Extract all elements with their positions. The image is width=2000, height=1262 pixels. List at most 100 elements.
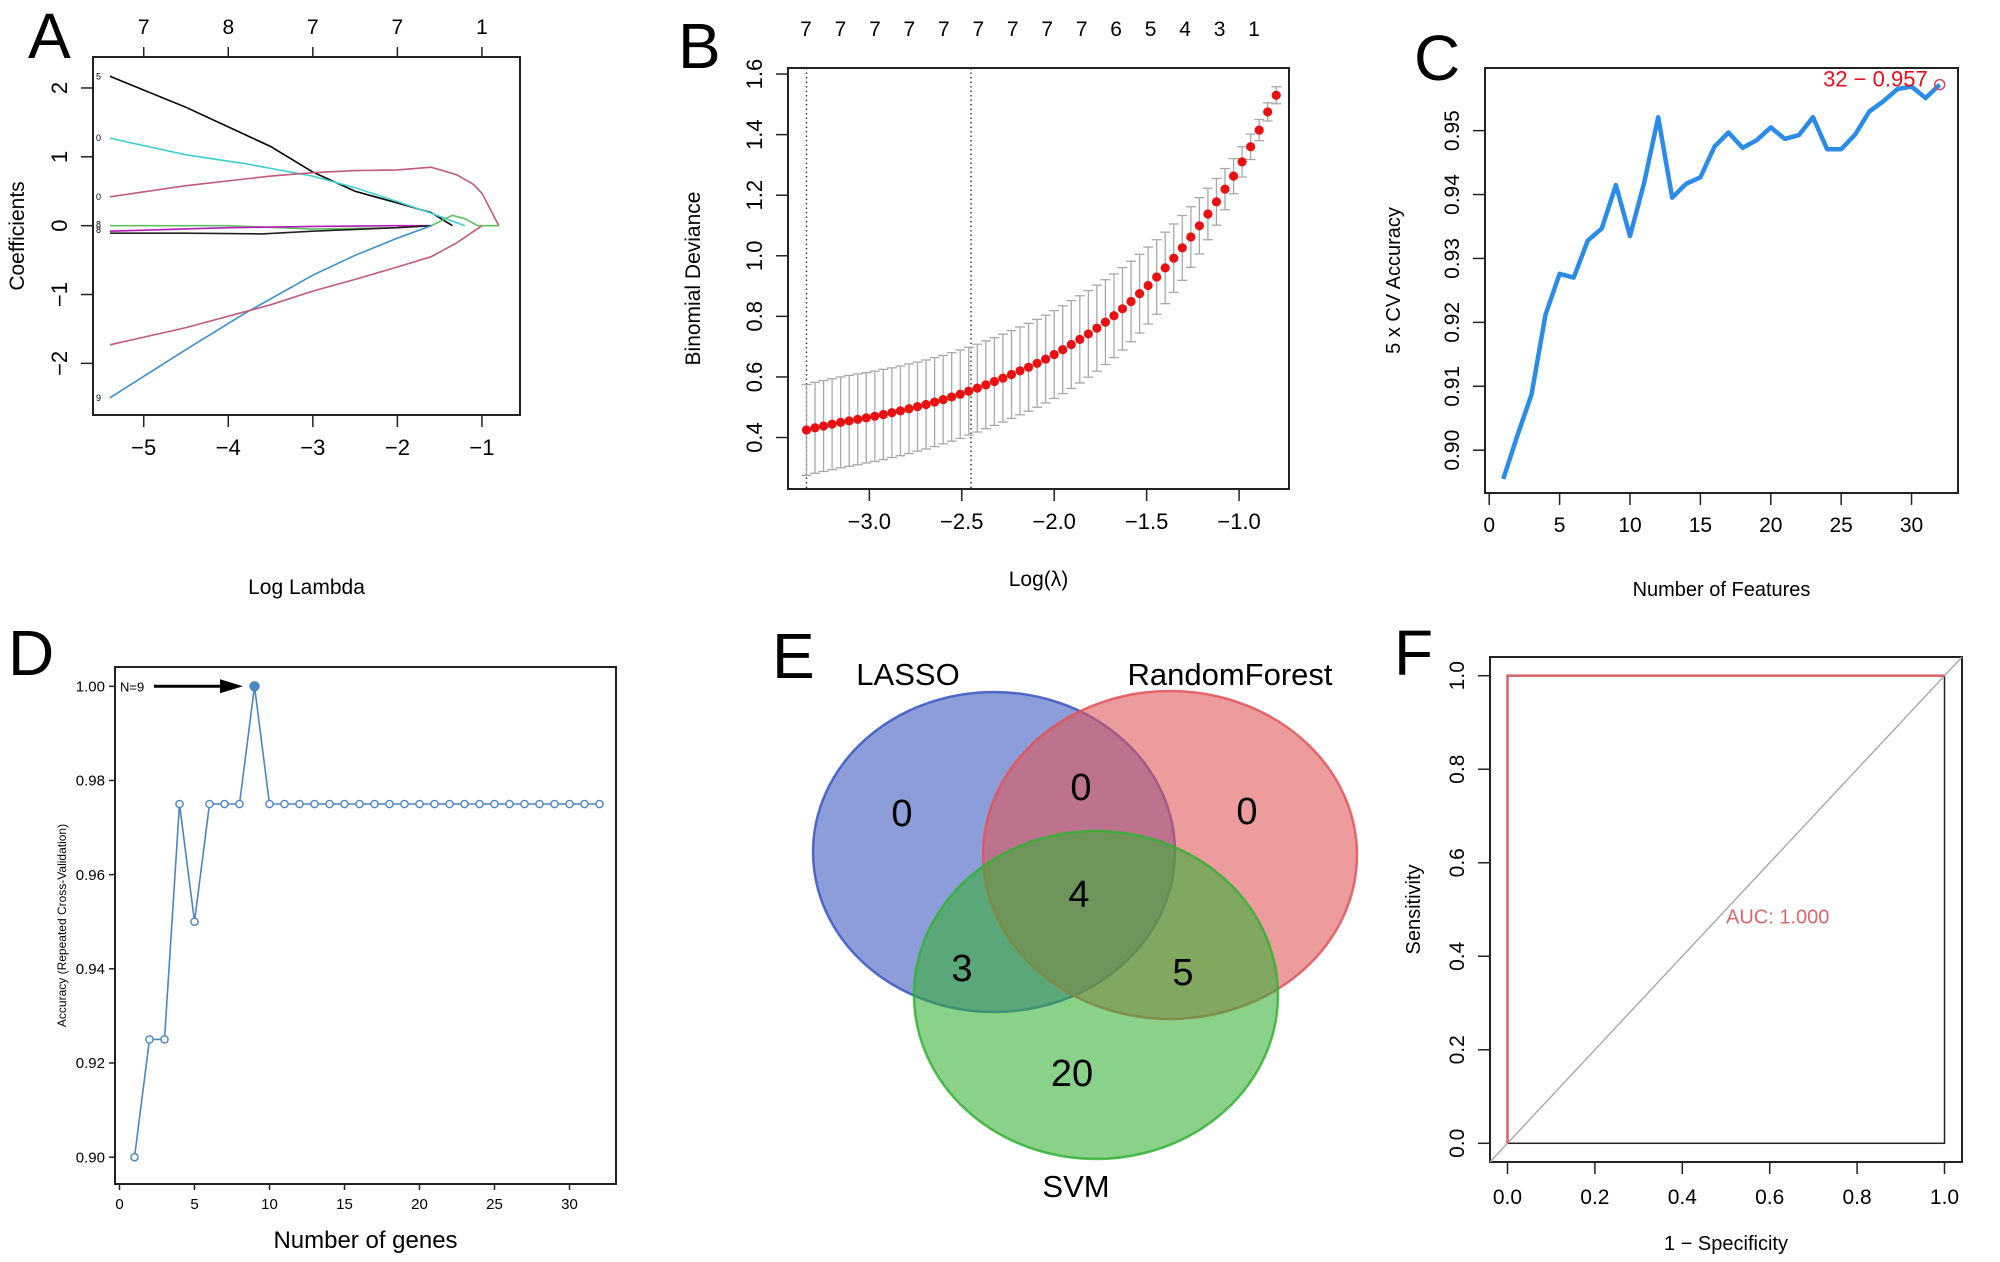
accuracy-point <box>415 799 424 809</box>
coefficient-path-coef-cyan <box>109 137 466 227</box>
panel-d-rfe-accuracy: 0 5 10 15 20 25 30 0.90 0.92 0.94 0.96 0.98 1.00 Numb… <box>55 666 617 1254</box>
deviance-point <box>1083 329 1093 339</box>
deviance-point <box>912 402 923 412</box>
deviance-point <box>1015 366 1025 376</box>
y-tick-label: 0.0 <box>1446 1129 1469 1158</box>
venn-region-count: 0 <box>891 793 912 835</box>
x-tick-label: 0.8 <box>1843 1186 1872 1209</box>
deviance-point <box>947 392 957 402</box>
x-tick-label: 1.0 <box>1930 1186 1959 1209</box>
accuracy-point <box>550 799 559 809</box>
deviance-point <box>1228 171 1239 181</box>
top-tick-label: 1 <box>476 16 488 39</box>
deviance-point <box>1023 362 1034 372</box>
x-tick-label: 15 <box>336 1196 353 1213</box>
y-tick-label: 0.6 <box>742 362 767 393</box>
top-tick-label: 7 <box>138 16 150 39</box>
deviance-point <box>895 406 906 416</box>
x-axis-title: Log Lambda <box>248 576 365 599</box>
venn-set-label: LASSO <box>856 657 959 692</box>
panel-a-lasso-coefficients: −5 −4 −3 −2 −1 −2 −1 0 1 2 Log Lambda Coefficients 7… <box>6 16 521 599</box>
x-axis-title: Number of genes <box>273 1227 457 1254</box>
x-tick-label: 0.2 <box>1580 1186 1609 1209</box>
variable-index-label: 8 <box>96 225 101 235</box>
top-count-label: 7 <box>869 18 881 41</box>
y-axis-title: Sensitivity <box>1403 864 1425 954</box>
x-tick-label: −3 <box>300 435 325 460</box>
x-tick-label: 10 <box>1618 514 1641 537</box>
deviance-point <box>998 373 1008 383</box>
top-count-label: 7 <box>800 18 812 41</box>
x-tick-label: −1.5 <box>1125 509 1168 534</box>
x-tick-label: 20 <box>1759 514 1782 537</box>
deviance-point <box>1049 349 1059 360</box>
deviance-point <box>1160 263 1170 273</box>
annotation-arrow-head <box>220 679 243 694</box>
panel-label-e: E <box>772 620 815 692</box>
x-tick-label: 5 <box>190 1196 198 1213</box>
deviance-point <box>930 397 940 407</box>
deviance-point <box>904 404 914 414</box>
deviance-point <box>1032 358 1042 368</box>
deviance-point <box>1220 184 1230 194</box>
accuracy-point <box>175 799 184 809</box>
variable-index-label: 0 <box>96 192 101 202</box>
accuracy-point <box>190 917 199 927</box>
deviance-point <box>1246 142 1256 152</box>
panel-f-roc: 0.0 0.2 0.4 0.6 0.8 1.0 0.0 0.2 0.4 0.6 0.8 1.0 1 − … <box>1403 656 1963 1255</box>
plot-frame <box>92 56 521 416</box>
venn-region-count: 20 <box>1051 1053 1093 1095</box>
accuracy-point <box>445 799 454 809</box>
accuracy-point <box>595 799 604 809</box>
deviance-point <box>1075 334 1085 344</box>
top-count-label: 7 <box>938 18 950 41</box>
top-count-label: 5 <box>1145 18 1157 41</box>
x-tick-label: −2.5 <box>940 509 983 534</box>
top-count-label: 3 <box>1214 18 1226 41</box>
deviance-point <box>1126 296 1136 307</box>
y-tick-label: 0.4 <box>1446 941 1469 971</box>
top-count-label: 7 <box>904 18 916 41</box>
panel-e-venn: LASSO RandomForest SVM 0 0 0 4 3 5 20 <box>811 657 1359 1204</box>
deviance-point <box>921 399 931 410</box>
deviance-point <box>1134 289 1145 299</box>
accuracy-point <box>220 799 229 809</box>
plot-frame <box>1484 67 1959 494</box>
venn-set-svm <box>912 829 1280 1161</box>
y-tick-label: 0.94 <box>76 961 105 978</box>
venn-set-label: SVM <box>1042 1169 1109 1204</box>
deviance-point <box>1092 323 1102 333</box>
deviance-point <box>827 419 837 429</box>
panel-label-c: C <box>1414 22 1460 94</box>
plot-frame <box>114 666 617 1185</box>
variable-index-label: 5 <box>96 71 101 81</box>
y-tick-label: 0.93 <box>1441 238 1464 279</box>
y-tick-label: 0.98 <box>76 773 105 790</box>
x-tick-label: 0.6 <box>1755 1186 1784 1209</box>
y-tick-label: −2 <box>47 351 72 376</box>
venn-set-label: RandomForest <box>1127 657 1332 692</box>
y-tick-label: 0.94 <box>1441 174 1464 215</box>
best-point-annotation: 32 − 0.957 <box>1823 67 1928 92</box>
panel-label-d: D <box>8 617 54 689</box>
y-axis-title: Accuracy (Repeated Cross-Validation) <box>55 824 69 1027</box>
x-tick-label: 0 <box>115 1196 123 1213</box>
x-tick-label: −1.0 <box>1217 509 1260 534</box>
x-tick-label: −4 <box>216 435 241 460</box>
accuracy-point <box>160 1035 169 1044</box>
y-tick-label: 0.6 <box>1446 848 1469 877</box>
x-tick-label: 0 <box>1483 514 1495 537</box>
accuracy-point <box>565 799 574 809</box>
deviance-point <box>1143 280 1153 291</box>
x-tick-label: 30 <box>1900 514 1923 537</box>
panel-b-binomial-deviance: −3.0 −2.5 −2.0 −1.5 −1.0 0.4 0.6 0.8 1.0 1.2 1.4 1.… <box>682 18 1290 591</box>
accuracy-line <box>133 686 600 1158</box>
y-tick-label: 0.2 <box>1446 1035 1469 1064</box>
accuracy-point <box>520 799 529 809</box>
top-count-label: 1 <box>1248 18 1260 41</box>
accuracy-point <box>385 799 394 809</box>
top-tick-label: 8 <box>222 16 234 39</box>
x-tick-label: −2.0 <box>1032 509 1075 534</box>
top-count-label: 6 <box>1110 18 1122 41</box>
y-axis-title: Coefficients <box>6 181 29 290</box>
